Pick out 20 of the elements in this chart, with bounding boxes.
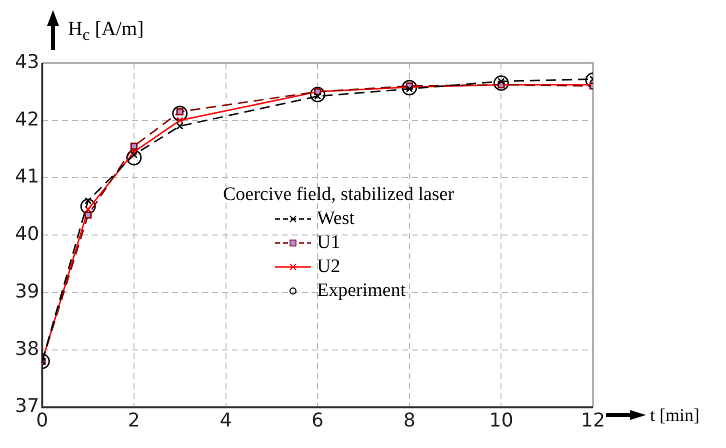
x-tick-label: 4 bbox=[220, 410, 232, 432]
legend-label: Experiment bbox=[317, 279, 406, 303]
x-tick-label: 8 bbox=[403, 410, 416, 432]
legend-title: Coercive field, stabilized laser bbox=[223, 183, 454, 207]
legend-label: U1 bbox=[317, 231, 340, 255]
legend-label: U2 bbox=[317, 255, 340, 279]
y-tick-label: 42 bbox=[14, 108, 40, 130]
x-tick-label: 2 bbox=[128, 410, 140, 432]
y-tick-label: 43 bbox=[14, 50, 40, 73]
legend-label: West bbox=[317, 207, 355, 231]
y-axis-title: H$_{c}$ [A/m] bbox=[68, 18, 144, 45]
y-tick-label: 38 bbox=[14, 338, 40, 360]
x-tick-label: 12 bbox=[580, 410, 606, 432]
y-tick-label: 41 bbox=[14, 166, 40, 188]
x-tick-label: 10 bbox=[489, 410, 514, 432]
y-tick-label: 39 bbox=[14, 280, 40, 302]
x-axis-title: t [min] bbox=[650, 405, 700, 426]
x-tick-label: 0 bbox=[36, 410, 48, 432]
y-tick-label: 40 bbox=[14, 223, 40, 246]
x-tick-label: 6 bbox=[312, 410, 324, 432]
